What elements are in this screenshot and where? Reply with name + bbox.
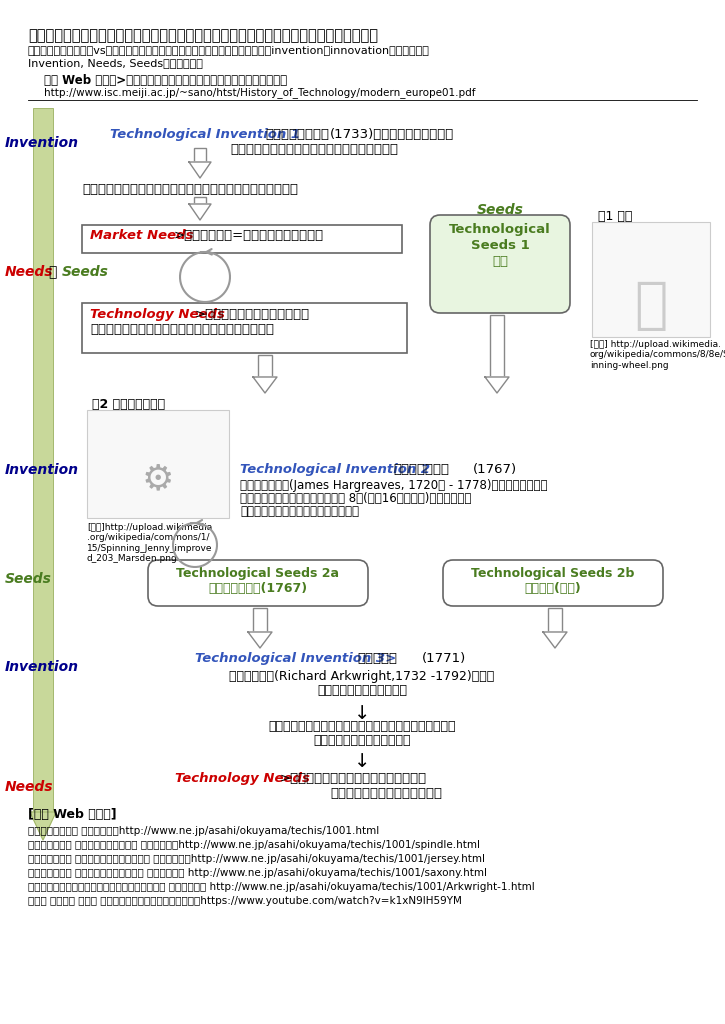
Text: 奥山修平「紡糸 スピンドル」『技術史 千一夜物語』http://www.ne.jp/asahi/okuyama/techis/1001/spindle.html: 奥山修平「紡糸 スピンドル」『技術史 千一夜物語』http://www.ne.j… [28, 840, 480, 850]
Text: 動力水車(古代): 動力水車(古代) [525, 582, 581, 595]
Text: 図2 ジェニー紡績機: 図2 ジェニー紡績機 [92, 398, 165, 411]
Bar [592, 222, 710, 337]
Polygon shape [248, 632, 272, 648]
Text: ジェニー紡績機: ジェニー紡績機 [393, 463, 449, 476]
Polygon shape [543, 632, 567, 648]
Text: Invention: Invention [5, 463, 79, 477]
Text: 「ケイの飛び杼」: 「ケイの飛び杼」 [265, 128, 329, 141]
Text: ケイの飛び杼を起点とする紡績業に関する産業革命に見られるイノベーションの展開構造: ケイの飛び杼を起点とする紡績業に関する産業革命に見られるイノベーションの展開構造 [28, 28, 378, 43]
Text: Technological Invention 1: Technological Invention 1 [110, 128, 304, 141]
Text: (1767): (1767) [473, 463, 517, 476]
Text: Technological Seeds 2a: Technological Seeds 2a [176, 567, 339, 580]
Text: 紡績機という生産財「製品」に関する技術革新による、: 紡績機という生産財「製品」に関する技術革新による、 [268, 720, 456, 733]
Polygon shape [189, 204, 211, 220]
Text: 同時に紡ぐことのできる糸の数を 8本(後に16本に改良)というように: 同時に紡ぐことのできる糸の数を 8本(後に16本に改良)というように [240, 492, 471, 505]
Text: Seeds: Seeds [476, 203, 523, 217]
Text: 奥山修平「紡糸 ジャージー紡車」『技術史 千一夜物語』http://www.ne.jp/asahi/okuyama/techis/1001/jersey.htm: 奥山修平「紡糸 ジャージー紡車」『技術史 千一夜物語』http://www.ne… [28, 854, 485, 864]
Bar [82, 303, 407, 353]
Polygon shape [253, 377, 277, 393]
Text: (1771): (1771) [422, 652, 466, 665]
Text: [出典]http://upload.wikimedia
.org/wikipedia/commons/1/
15/Spinning_Jenny_improve
: [出典]http://upload.wikimedia .org/wikiped… [87, 523, 212, 563]
Bar [87, 410, 229, 518]
Text: ジェニー紡績機(1767): ジェニー紡績機(1767) [208, 582, 307, 595]
Text: と: と [48, 265, 57, 279]
Text: Needs: Needs [5, 265, 54, 279]
Text: 水力紡績機: 水力紡績機 [357, 652, 397, 665]
Text: Technology Needs: Technology Needs [90, 308, 225, 321]
Text: [出典] http://upload.wikimedia.
org/wikipedia/commons/8/8e/Sp
inning-wheel.png: [出典] http://upload.wikimedia. org/wikipe… [590, 340, 725, 370]
Text: ハーグリーブス(James Hargreaves, 1720頃 - 1778)による多軸紡績機: ハーグリーブス(James Hargreaves, 1720頃 - 1778)に… [240, 479, 547, 492]
Text: >「布の原料」=糸に対する需要の増大: >「布の原料」=糸に対する需要の増大 [174, 229, 324, 242]
Text: Technological Seeds 2b: Technological Seeds 2b [471, 567, 634, 580]
Text: Needs: Needs [5, 780, 54, 794]
Text: ↓: ↓ [354, 705, 370, 723]
Bar [33, 108, 53, 812]
Bar [194, 197, 206, 204]
Text: 紡車: 紡車 [492, 255, 508, 268]
Text: [参考 Web ページ]: [参考 Web ページ] [28, 808, 117, 821]
Bar [82, 225, 402, 253]
Polygon shape [30, 812, 56, 840]
FancyBboxPatch shape [148, 560, 368, 606]
Text: http://www.isc.meiji.ac.jp/~sano/htst/History_of_Technology/modern_europe01.pdf: http://www.isc.meiji.ac.jp/~sano/htst/Hi… [44, 87, 476, 98]
Text: 図1 紡車: 図1 紡車 [598, 210, 632, 223]
Text: Seeds: Seeds [62, 265, 109, 279]
Bar [194, 148, 206, 162]
Text: 織物機という生産財「製品」に関する技術革新: 織物機という生産財「製品」に関する技術革新 [230, 143, 398, 156]
Text: Invention, Needs, Seedsの連鎖的生成: Invention, Needs, Seedsの連鎖的生成 [28, 58, 203, 68]
Text: >「糸をこれまでよりも大量に: >「糸をこれまでよりも大量に [195, 308, 310, 321]
Text: 布の大量生産（約３倍の生産性）の実現による布の大量販売: 布の大量生産（約３倍の生産性）の実現による布の大量販売 [82, 183, 298, 196]
Polygon shape [189, 162, 211, 178]
Text: 生産することが可能な技術」に対する必要性の増大: 生産することが可能な技術」に対する必要性の増大 [90, 323, 274, 336]
Text: 「必要は発明の母」説vs「必要は発明の育ての母、技術は発明の生みの母」説、inventionとinnovationの区別と連関: 「必要は発明の母」説vs「必要は発明の育ての母、技術は発明の生みの母」説、inv… [28, 45, 430, 55]
Bar [254, 608, 267, 632]
FancyBboxPatch shape [443, 560, 663, 606]
Text: Invention: Invention [5, 136, 79, 150]
Text: (1733)という「発明」による: (1733)という「発明」による [330, 128, 455, 141]
Text: アークライト(Richard Arkwright,1732 -1792)による: アークライト(Richard Arkwright,1732 -1792)による [229, 670, 494, 683]
Text: 参考 Web ページ>近代ヨーロッパにおける技術革新の連鎖的発展構造: 参考 Web ページ>近代ヨーロッパにおける技術革新の連鎖的発展構造 [44, 74, 287, 87]
Text: >「布をより大量に生産することのでき: >「布をより大量に生産することのでき [280, 772, 427, 785]
Text: 奥山修平「アークライトの水力紡績機」『技術史 千一夜物語』 http://www.ne.jp/asahi/okuyama/techis/1001/Arkwrig: 奥山修平「アークライトの水力紡績機」『技術史 千一夜物語』 http://www… [28, 882, 535, 892]
FancyBboxPatch shape [430, 215, 570, 313]
Text: 「教材 産業革命 その３ ケイの飛びひからミュール紡績機」https://www.youtube.com/watch?v=k1xN9IH59YM: 「教材 産業革命 その３ ケイの飛びひからミュール紡績機」https://www… [28, 896, 462, 906]
Text: Seeds: Seeds [5, 572, 52, 586]
Text: ⚙: ⚙ [142, 462, 174, 496]
Text: 奥山修平『技術史 千一夜物語』http://www.ne.jp/asahi/okuyama/techis/1001.html: 奥山修平『技術史 千一夜物語』http://www.ne.jp/asahi/ok… [28, 826, 379, 836]
Text: 以前のマシンよりも増加させたマシン: 以前のマシンよりも増加させたマシン [240, 505, 359, 518]
Text: Seeds 1: Seeds 1 [471, 239, 529, 252]
Bar [548, 608, 562, 632]
Text: Technology Needs: Technology Needs [175, 772, 310, 785]
Text: る技術」に対する必要性の増大: る技術」に対する必要性の増大 [330, 787, 442, 800]
Text: 水車を動力とする紡績機械: 水車を動力とする紡績機械 [317, 684, 407, 697]
Text: 糸のさらなる大量生産の実現: 糸のさらなる大量生産の実現 [313, 734, 411, 746]
Text: Technological Invention 2: Technological Invention 2 [240, 463, 435, 476]
Text: 奥山修平「紡糸 サクソン紡車」『技術史 千一夜物語』 http://www.ne.jp/asahi/okuyama/techis/1001/saxony.htm: 奥山修平「紡糸 サクソン紡車」『技術史 千一夜物語』 http://www.ne… [28, 868, 487, 878]
Text: ↓: ↓ [354, 752, 370, 771]
Text: Technological: Technological [449, 223, 551, 236]
Bar [490, 315, 504, 377]
Text: Market Needs: Market Needs [90, 229, 194, 242]
Text: Invention: Invention [5, 660, 79, 674]
Polygon shape [485, 377, 509, 393]
Bar [258, 355, 272, 377]
Text: 〇: 〇 [634, 279, 668, 333]
Text: Technological Invention 3>: Technological Invention 3> [195, 652, 397, 665]
